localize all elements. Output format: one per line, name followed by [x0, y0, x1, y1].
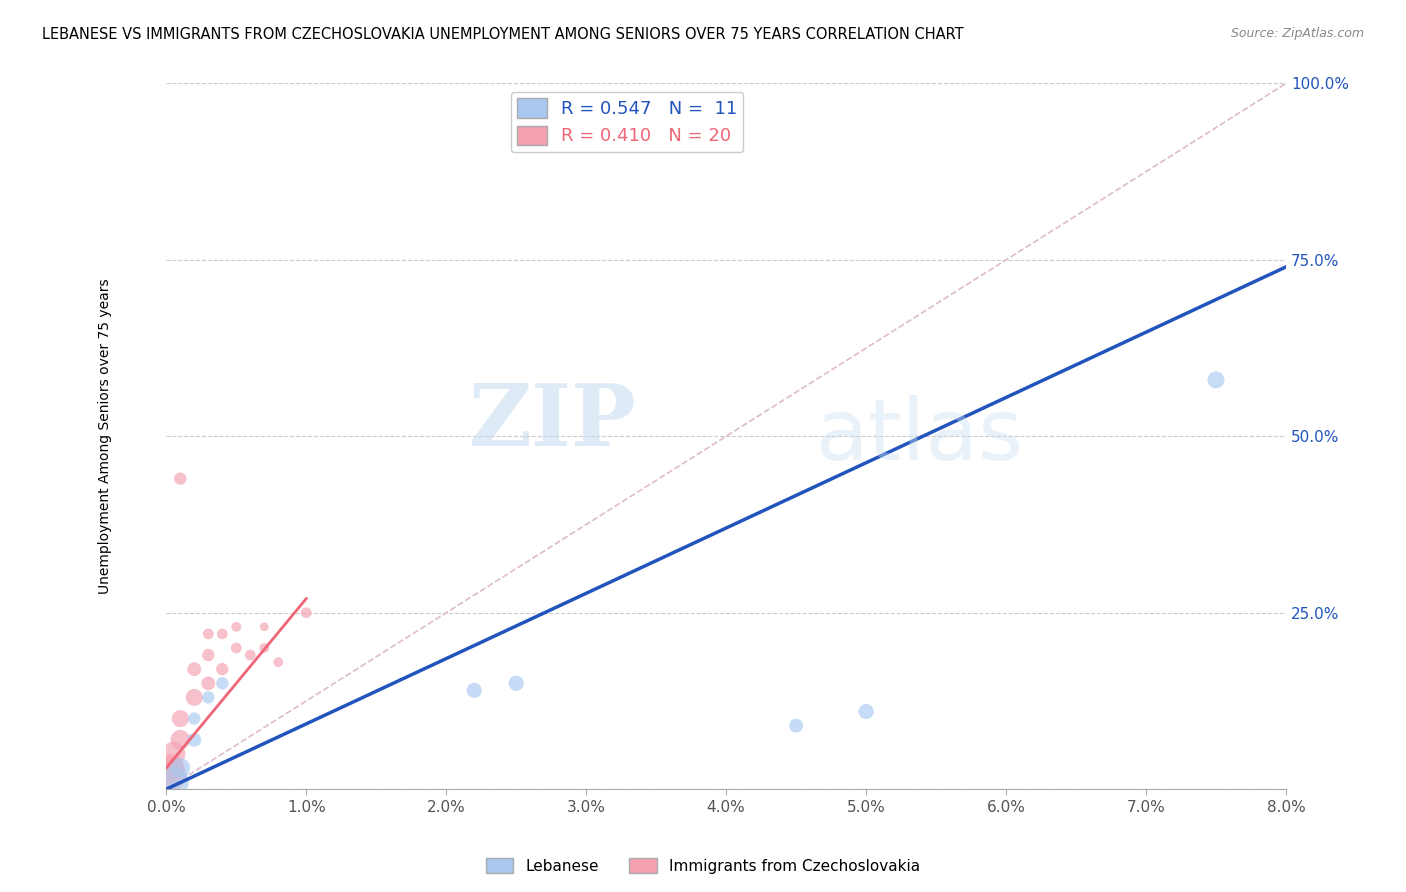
Point — [169, 712, 191, 726]
Point — [505, 676, 527, 690]
Point — [162, 775, 184, 789]
Point — [211, 676, 233, 690]
Point — [197, 690, 219, 705]
Point — [169, 732, 191, 747]
Point — [253, 640, 276, 655]
Point — [157, 768, 180, 782]
Point — [855, 705, 877, 719]
Text: Source: ZipAtlas.com: Source: ZipAtlas.com — [1230, 27, 1364, 40]
Legend: R = 0.547   N =  11, R = 0.410   N = 20: R = 0.547 N = 11, R = 0.410 N = 20 — [510, 92, 744, 152]
Text: ZIP: ZIP — [468, 380, 637, 464]
Point — [211, 627, 233, 641]
Point — [1205, 373, 1227, 387]
Point — [197, 627, 219, 641]
Point — [253, 620, 276, 634]
Point — [183, 712, 205, 726]
Point — [785, 718, 807, 732]
Point — [197, 676, 219, 690]
Point — [211, 662, 233, 676]
Text: LEBANESE VS IMMIGRANTS FROM CZECHOSLOVAKIA UNEMPLOYMENT AMONG SENIORS OVER 75 YE: LEBANESE VS IMMIGRANTS FROM CZECHOSLOVAK… — [42, 27, 963, 42]
Point — [463, 683, 485, 698]
Point — [183, 662, 205, 676]
Point — [197, 648, 219, 662]
Point — [159, 761, 181, 775]
Point — [239, 648, 262, 662]
Point — [225, 640, 247, 655]
Point — [162, 747, 184, 761]
Point — [169, 472, 191, 486]
Point — [225, 620, 247, 634]
Point — [169, 761, 191, 775]
Point — [183, 732, 205, 747]
Text: Unemployment Among Seniors over 75 years: Unemployment Among Seniors over 75 years — [97, 278, 111, 594]
Text: atlas: atlas — [815, 395, 1024, 478]
Point — [183, 690, 205, 705]
Point — [295, 606, 318, 620]
Legend: Lebanese, Immigrants from Czechoslovakia: Lebanese, Immigrants from Czechoslovakia — [479, 852, 927, 880]
Point — [267, 655, 290, 669]
